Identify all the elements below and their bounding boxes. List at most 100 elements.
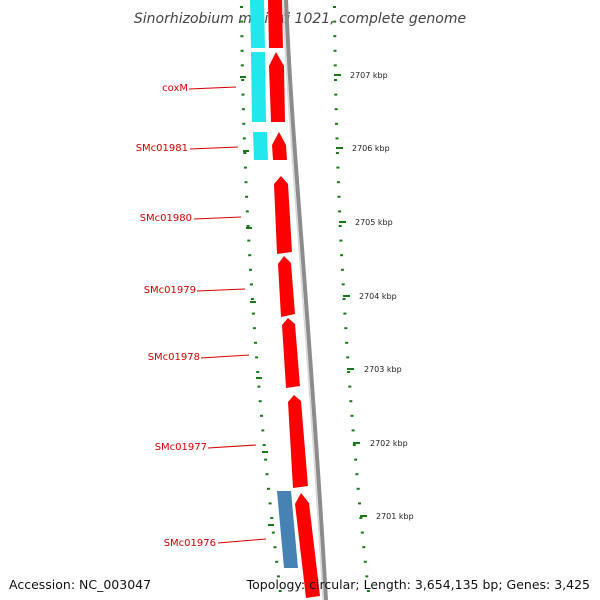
inner-tick-dot <box>267 487 270 490</box>
outer-tick-dot <box>340 268 344 271</box>
outer-tick-dots <box>333 6 370 592</box>
outer-tick-dot <box>365 575 369 578</box>
cds-forward-top <box>268 0 283 48</box>
outer-tick-dot <box>336 166 340 169</box>
outer-tick-dot <box>343 312 347 315</box>
leader-coxM <box>188 86 237 90</box>
gene-label-SMc01981[interactable]: SMc01981 <box>136 143 188 154</box>
cds-forward-SMc01980 <box>274 176 292 254</box>
outer-tick-dot <box>334 93 338 96</box>
cds-reverse-cyan-coxM <box>251 52 266 122</box>
outer-tick-dot <box>333 64 337 67</box>
inner-tick-dot <box>244 181 248 184</box>
gene-label-SMc01976[interactable]: SMc01976 <box>164 538 216 549</box>
tick-label-2702: 2702 kbp <box>370 439 408 448</box>
outer-tick-dot <box>355 473 359 476</box>
inner-tick-dot <box>245 210 249 213</box>
leader-SMc01978 <box>200 354 250 359</box>
inner-tick-dot <box>241 93 245 96</box>
cds-forward-SMc01976 <box>295 493 320 598</box>
tick-label-2703: 2703 kbp <box>364 365 402 374</box>
gene-label-SMc01980[interactable]: SMc01980 <box>140 213 192 224</box>
outer-tick-dot <box>336 181 340 184</box>
inner-tick-dot <box>243 166 247 169</box>
outer-tick-dot <box>335 122 338 125</box>
inner-tick-dot <box>270 517 274 519</box>
inner-tick-dot <box>271 531 275 534</box>
outer-tick-dot <box>346 356 350 359</box>
leader-SMc01977 <box>207 444 257 449</box>
topology-text: Topology: circular; Length: 3,654,135 bp… <box>246 577 590 592</box>
outer-tick-dot <box>333 49 337 52</box>
outer-tick-dot <box>351 429 355 432</box>
gene-label-SMc01978[interactable]: SMc01978 <box>148 352 200 363</box>
tick-label-2705: 2705 kbp <box>355 218 393 227</box>
outer-tick-dot <box>347 371 351 373</box>
outer-tick-dot <box>333 20 337 23</box>
outer-tick-dot <box>348 385 352 388</box>
inner-tick-dot <box>240 35 244 38</box>
cds-forward-coxM <box>269 52 285 122</box>
inner-tick-dot <box>240 20 244 23</box>
leader-SMc01980 <box>193 216 242 220</box>
outer-tick-dot <box>362 546 366 549</box>
inner-tick-dot <box>264 458 268 461</box>
inner-tick-dot <box>248 254 252 257</box>
outer-tick-dot <box>349 400 353 403</box>
cds-forward-SMc01977 <box>288 395 308 488</box>
inner-tick-dot <box>254 341 257 344</box>
inner-tick-dot <box>249 268 252 271</box>
inner-tick-dot <box>258 400 262 403</box>
cds-forward-SMc01979 <box>278 256 295 317</box>
inner-tick-dot <box>255 356 259 359</box>
inner-tick-dot <box>241 79 245 81</box>
cds-reverse-cyan-top <box>250 0 265 48</box>
cds-reverse-cyan-SMc01981 <box>253 132 268 160</box>
outer-tick-dot <box>359 517 363 519</box>
leader-SMc01981 <box>189 146 239 150</box>
outer-tick-dot <box>342 298 346 300</box>
tick-label-2704: 2704 kbp <box>359 292 397 301</box>
inner-tick-dot <box>276 575 280 578</box>
outer-tick-dot <box>334 108 338 111</box>
inner-tick-dots <box>240 6 282 592</box>
outer-tick-dot <box>339 239 343 242</box>
outer-tick-dot <box>363 560 367 563</box>
outer-tick-dot <box>338 210 342 213</box>
outer-tick-dot <box>338 225 342 227</box>
inner-tick-dot <box>268 502 272 505</box>
inner-tick-dot <box>275 560 279 563</box>
leader-SMc01979 <box>196 288 246 292</box>
cds-forward-SMc01978 <box>282 318 300 388</box>
outer-tick-dot <box>334 79 337 81</box>
gene-label-coxM[interactable]: coxM <box>162 83 188 94</box>
outer-tick-dot <box>358 502 361 505</box>
outer-tick-dot <box>335 137 339 140</box>
gene-label-SMc01977[interactable]: SMc01977 <box>155 442 207 453</box>
outer-tick-dot <box>354 458 358 461</box>
cds-reverse-blue-SMc01976 <box>277 491 298 568</box>
inner-tick-dot <box>242 137 246 140</box>
inner-tick-dot <box>265 473 269 476</box>
outer-tick-dot <box>366 590 370 592</box>
inner-tick-dot <box>242 122 246 125</box>
inner-tick-dot <box>256 371 260 373</box>
tick-label-2706: 2706 kbp <box>352 144 390 153</box>
gene-label-SMc01979[interactable]: SMc01979 <box>144 285 196 296</box>
outer-tick-dot <box>356 487 360 490</box>
accession-text: Accession: NC_003047 <box>9 577 152 592</box>
inner-tick-dot <box>243 152 247 154</box>
inner-tick-dot <box>249 283 253 286</box>
inner-tick-dot <box>241 108 245 111</box>
inner-tick-dot <box>251 312 255 315</box>
outer-tick-dot <box>360 531 364 534</box>
outer-tick-dot <box>337 195 341 198</box>
inner-tick-dot <box>252 327 256 330</box>
outer-tick-dot <box>335 152 339 154</box>
inner-tick-dot <box>247 239 251 242</box>
outer-tick-dot <box>344 327 348 330</box>
tick-label-2707: 2707 kbp <box>350 71 388 80</box>
map-title: Sinorhizobium meliloti 1021, complete ge… <box>134 11 466 27</box>
tick-label-2701: 2701 kbp <box>376 512 414 521</box>
